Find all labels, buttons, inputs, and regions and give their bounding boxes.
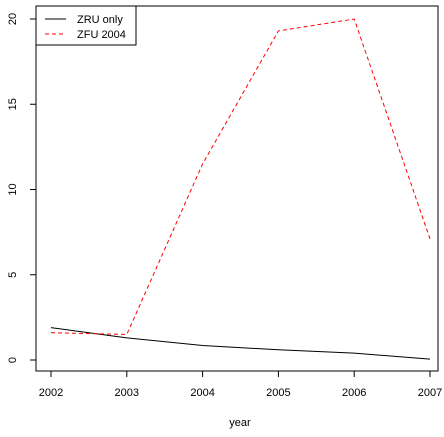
legend: ZRU only ZFU 2004	[35, 5, 137, 46]
y-tick-label: 15	[7, 98, 19, 110]
x-axis-label: year	[229, 417, 251, 429]
x-tick-label: 2007	[418, 387, 442, 399]
x-axis: 2002 2003 2004 2005 2006 2007	[39, 370, 442, 399]
legend-box	[35, 5, 137, 46]
y-tick-label: 5	[7, 272, 19, 278]
y-tick-label: 0	[7, 357, 19, 363]
x-tick-label: 2002	[39, 387, 63, 399]
x-tick-label: 2006	[342, 387, 366, 399]
plot-frame	[35, 5, 439, 372]
series-line-zru-only	[50, 327, 431, 360]
legend-label-zfu-2004: ZFU 2004	[77, 29, 126, 41]
series-line-zfu-2004	[50, 18, 431, 335]
x-tick-label: 2003	[115, 387, 139, 399]
y-axis: 0 5 10 15 20	[7, 13, 37, 363]
x-tick-label: 2005	[266, 387, 290, 399]
legend-label-zru-only: ZRU only	[77, 14, 123, 26]
series-layer	[50, 18, 431, 360]
y-tick-label: 20	[7, 13, 19, 25]
x-tick-label: 2004	[190, 387, 214, 399]
y-tick-label: 10	[7, 183, 19, 195]
